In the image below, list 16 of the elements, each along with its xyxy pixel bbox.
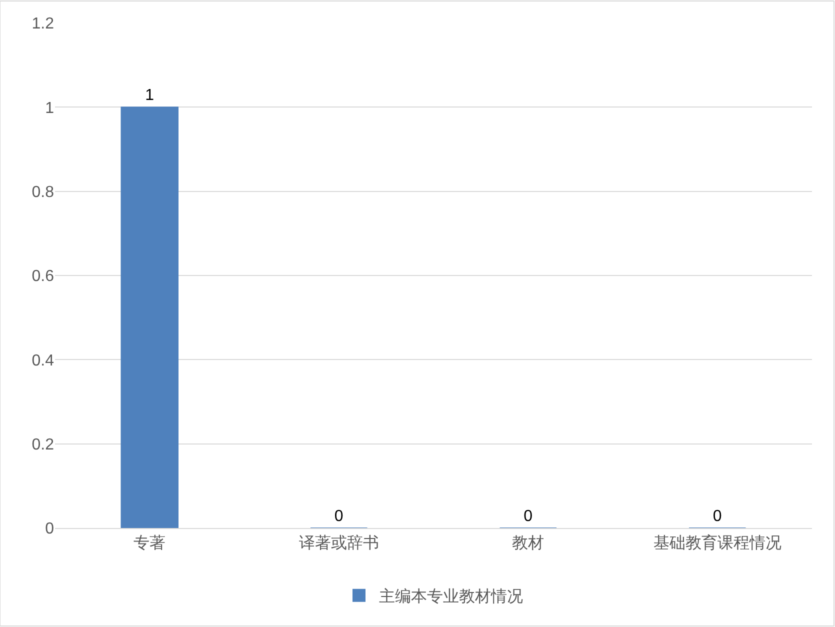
legend-label: 主编本专业教材情况 bbox=[379, 588, 523, 606]
y-tick-label: 0.6 bbox=[32, 268, 54, 286]
x-tick-label: 译著或辞书 bbox=[298, 534, 379, 552]
y-tick-label: 1.2 bbox=[32, 16, 54, 33]
data-label: 0 bbox=[334, 508, 344, 525]
y-tick-label: 0.2 bbox=[32, 436, 54, 454]
y-tick-label: 0 bbox=[45, 520, 54, 538]
data-label: 1 bbox=[145, 87, 154, 104]
y-tick-label: 0.8 bbox=[32, 184, 54, 201]
y-tick-label: 1 bbox=[45, 100, 54, 117]
data-label: 0 bbox=[712, 508, 722, 525]
x-tick-label: 教材 bbox=[512, 534, 544, 552]
y-tick-label: 0.4 bbox=[32, 352, 54, 370]
x-tick-label: 专著 bbox=[134, 534, 166, 552]
data-label: 0 bbox=[524, 508, 533, 525]
x-tick-label: 基础教育课程情况 bbox=[653, 534, 782, 552]
